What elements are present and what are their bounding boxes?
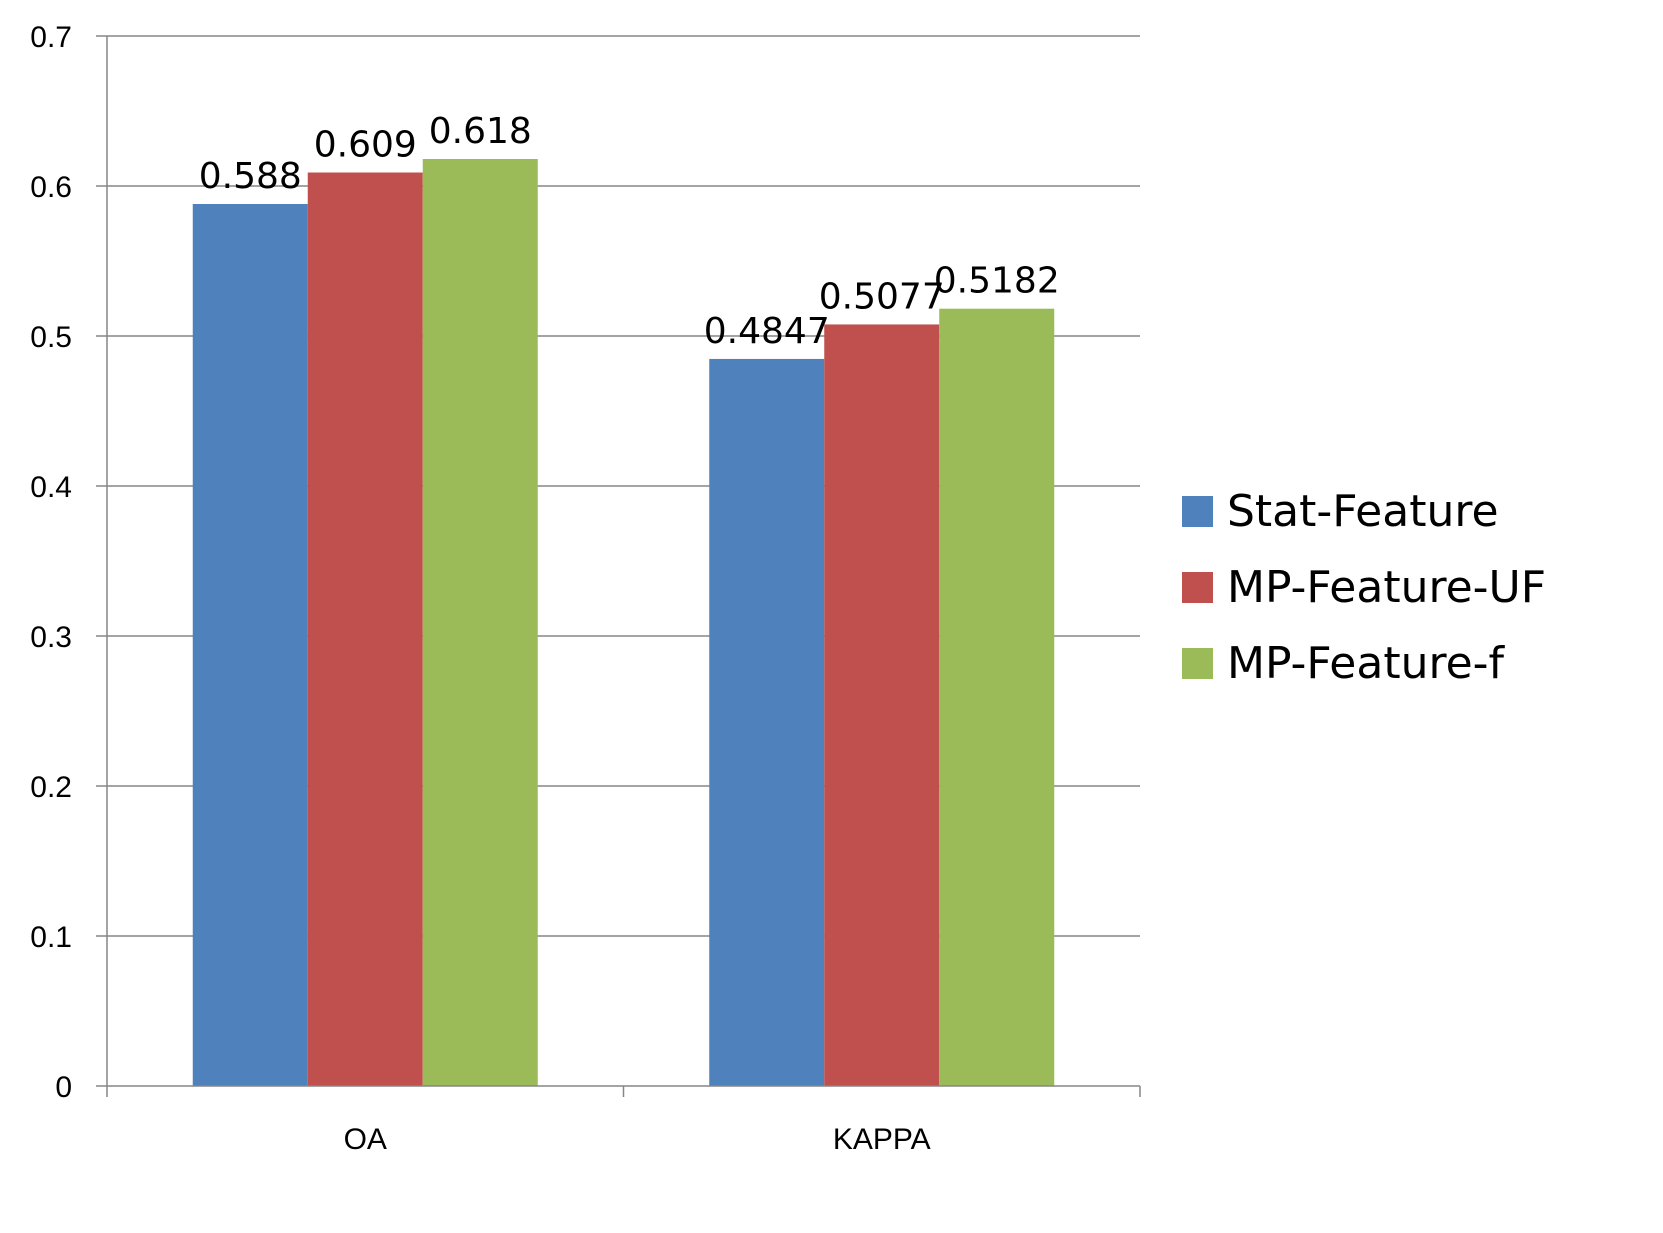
legend-label: MP-Feature-f xyxy=(1227,638,1506,689)
legend-label: MP-Feature-UF xyxy=(1227,562,1546,613)
bar xyxy=(824,324,940,1086)
legend-swatch xyxy=(1182,572,1213,603)
legend-swatch xyxy=(1182,496,1213,527)
bar xyxy=(307,172,423,1086)
y-tick-label: 0.3 xyxy=(30,621,72,654)
bar xyxy=(709,358,825,1086)
bars xyxy=(192,159,1055,1086)
legend-swatch xyxy=(1182,648,1213,679)
y-tick-label: 0.6 xyxy=(30,171,72,204)
data-label: 0.609 xyxy=(314,125,417,166)
data-label: 0.618 xyxy=(429,111,532,152)
y-tick-labels: 0 0.1 0.2 0.3 0.4 0.5 0.6 0.7 xyxy=(30,21,72,1104)
bar xyxy=(192,204,308,1086)
y-tick-label: 0 xyxy=(55,1071,72,1104)
legend-label: Stat-Feature xyxy=(1227,486,1499,537)
category-label: OA xyxy=(344,1123,387,1156)
category-label: KAPPA xyxy=(833,1123,931,1156)
y-tick-label: 0.7 xyxy=(30,21,72,54)
axes xyxy=(96,35,1141,1097)
data-label: 0.588 xyxy=(199,156,302,197)
data-label: 0.4847 xyxy=(704,311,830,352)
legend: Stat-Feature MP-Feature-UF MP-Feature-f xyxy=(1182,486,1546,689)
data-label: 0.5077 xyxy=(819,276,945,317)
bar xyxy=(422,159,538,1086)
bar xyxy=(939,308,1055,1086)
y-tick-label: 0.1 xyxy=(30,921,72,954)
data-label: 0.5182 xyxy=(934,261,1060,302)
y-tick-label: 0.2 xyxy=(30,771,72,804)
y-tick-label: 0.4 xyxy=(30,471,72,504)
category-labels: OA KAPPA xyxy=(344,1123,931,1156)
y-tick-label: 0.5 xyxy=(30,321,72,354)
